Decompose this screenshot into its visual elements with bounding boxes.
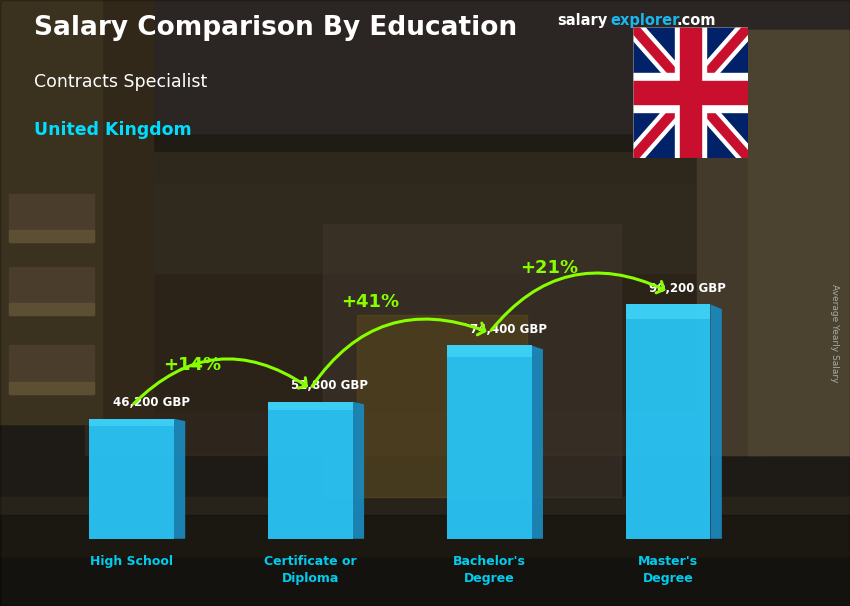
Text: 74,400 GBP: 74,400 GBP: [470, 323, 547, 336]
Bar: [357, 315, 527, 497]
Bar: [0, 0, 850, 273]
Text: 52,800 GBP: 52,800 GBP: [292, 379, 368, 392]
Polygon shape: [174, 419, 185, 539]
Bar: [0, 0, 153, 424]
Bar: [8, 303, 94, 315]
Bar: [89, 419, 174, 539]
Text: +41%: +41%: [342, 293, 400, 311]
Bar: [0, 0, 102, 424]
Bar: [268, 402, 353, 410]
Polygon shape: [353, 402, 364, 539]
Polygon shape: [633, 27, 748, 158]
Text: .com: .com: [677, 13, 716, 28]
Bar: [85, 152, 765, 454]
Text: salary: salary: [557, 13, 607, 28]
Polygon shape: [633, 27, 748, 158]
Text: explorer: explorer: [610, 13, 680, 28]
Bar: [0, 0, 850, 133]
Bar: [626, 304, 711, 539]
Bar: [8, 230, 94, 242]
Bar: [0, 558, 850, 606]
Bar: [323, 224, 620, 497]
Bar: [0, 0, 850, 182]
Bar: [633, 81, 748, 104]
Bar: [697, 30, 850, 454]
Polygon shape: [633, 27, 748, 158]
Bar: [8, 267, 94, 315]
Bar: [447, 345, 531, 539]
Text: 46,200 GBP: 46,200 GBP: [112, 396, 190, 410]
Text: Certificate or
Diploma: Certificate or Diploma: [264, 555, 357, 585]
Bar: [447, 345, 531, 357]
Bar: [748, 30, 850, 454]
Text: +21%: +21%: [520, 259, 579, 277]
Bar: [268, 402, 353, 539]
Polygon shape: [711, 304, 722, 539]
Bar: [89, 419, 174, 426]
Bar: [0, 412, 850, 606]
Text: Average Yearly Salary: Average Yearly Salary: [830, 284, 839, 382]
Text: Bachelor's
Degree: Bachelor's Degree: [453, 555, 526, 585]
Bar: [680, 27, 701, 158]
Text: Contracts Specialist: Contracts Specialist: [34, 73, 207, 91]
Text: High School: High School: [90, 555, 173, 568]
Polygon shape: [633, 27, 748, 158]
Text: +14%: +14%: [162, 356, 221, 375]
Text: Master's
Degree: Master's Degree: [638, 555, 698, 585]
Polygon shape: [531, 345, 543, 539]
Bar: [626, 304, 711, 319]
Bar: [675, 27, 705, 158]
Bar: [0, 515, 850, 606]
Bar: [633, 73, 748, 112]
Bar: [8, 194, 94, 242]
Bar: [0, 497, 850, 606]
Bar: [8, 345, 94, 394]
Text: Salary Comparison By Education: Salary Comparison By Education: [34, 15, 517, 41]
Text: United Kingdom: United Kingdom: [34, 121, 191, 139]
Text: 90,200 GBP: 90,200 GBP: [649, 282, 726, 295]
Bar: [8, 382, 94, 394]
